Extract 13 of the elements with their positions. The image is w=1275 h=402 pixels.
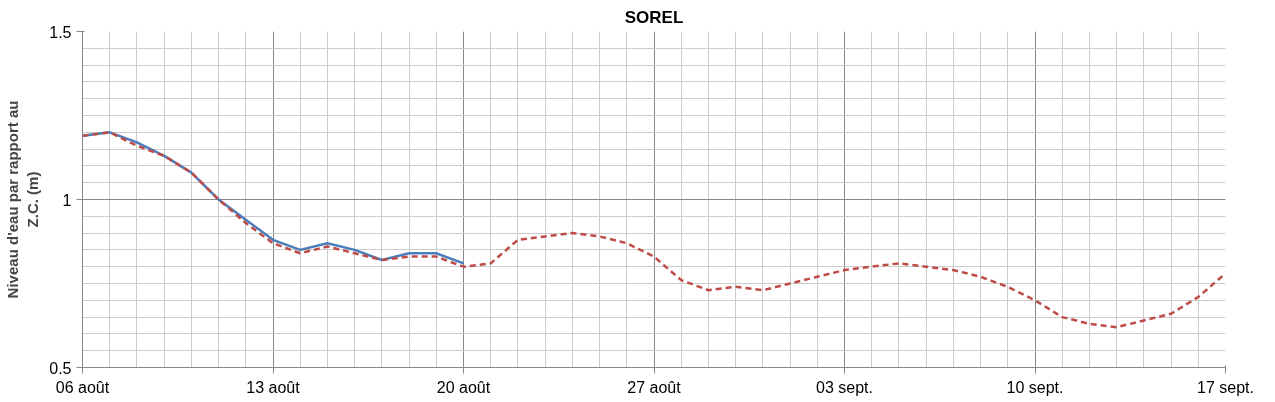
x-tick-label: 20 août	[436, 378, 491, 396]
x-tick-label: 17 sept.	[1197, 378, 1254, 396]
y-tick-label: 1.5	[49, 23, 72, 41]
line-series	[82, 131, 1226, 329]
x-tick-label: 10 sept.	[1006, 378, 1064, 396]
x-tick-label: 06 août	[55, 378, 110, 396]
y-axis-title: Niveau d'eau par rapport au Z.C. (m)	[3, 100, 42, 299]
x-tick-label: 13 août	[246, 378, 301, 396]
x-tick-label: 27 août	[627, 378, 682, 396]
x-tick-label: 03 sept.	[816, 378, 873, 396]
y-tick-label: 0.5	[49, 359, 72, 377]
chart-title: SOREL	[624, 7, 684, 27]
y-tick-label: 1	[62, 191, 72, 209]
